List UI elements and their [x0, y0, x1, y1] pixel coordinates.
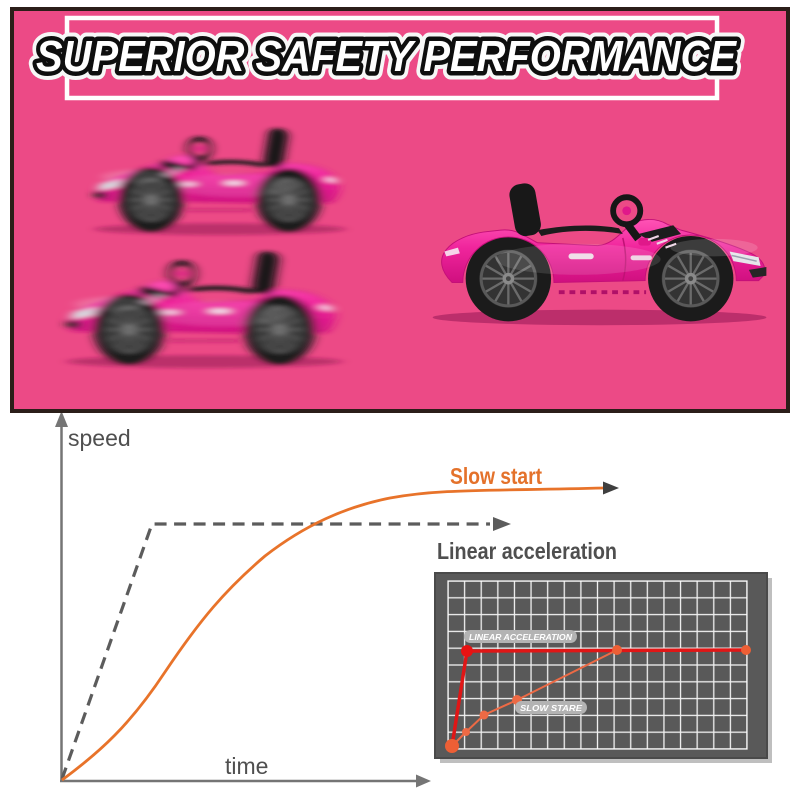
data-point [445, 739, 459, 753]
page-title-halo: SUPERIOR SAFETY PERFORMANCE [36, 32, 737, 81]
speed-time-figure: speed time Slow start Linear acceleratio… [0, 413, 800, 800]
inset-panel: LINEAR ACCELERATION SLOW STARE [434, 572, 772, 763]
linear-acceleration-pill-label: LINEAR ACCELERATION [469, 632, 573, 642]
page-title-outline: SUPERIOR SAFETY PERFORMANCE [36, 32, 737, 81]
data-point [461, 645, 473, 657]
speed-time-chart: speed time Slow start Linear acceleratio… [55, 413, 772, 788]
data-point [462, 728, 470, 736]
toy-car-blurred-bottom [67, 250, 342, 368]
data-point [479, 710, 489, 720]
title-frame [64, 15, 720, 101]
linear-acceleration-dashed-line [60, 522, 490, 780]
slow-stare-pill-label: SLOW STARE [520, 703, 582, 713]
banner-graphic: SUPERIOR SAFETY PERFORMANCE SUPERIOR SAF… [28, 15, 786, 409]
data-point [741, 645, 751, 655]
linear-acceleration-label: Linear acceleration [437, 538, 617, 564]
toy-car-blurred-top [94, 127, 345, 235]
x-axis-arrow-icon [416, 774, 431, 788]
slow-start-label: Slow start [450, 463, 542, 489]
inset-grid [448, 581, 747, 749]
data-point [612, 645, 622, 655]
page-title: SUPERIOR SAFETY PERFORMANCE [36, 32, 737, 81]
dashed-line-arrow-icon [493, 517, 511, 531]
y-axis-label: speed [68, 425, 131, 451]
y-axis-arrow-icon [55, 413, 68, 427]
slow-stare-pill [515, 701, 587, 714]
x-axis-label: time [225, 753, 268, 779]
slow-start-arrow-icon [603, 481, 619, 495]
banner: SUPERIOR SAFETY PERFORMANCE SUPERIOR SAF… [10, 7, 790, 413]
toy-car-sharp [433, 182, 767, 326]
slow-start-curve [61, 486, 605, 782]
inset-grid-border [447, 580, 748, 750]
linear-acceleration-pill [464, 630, 577, 643]
